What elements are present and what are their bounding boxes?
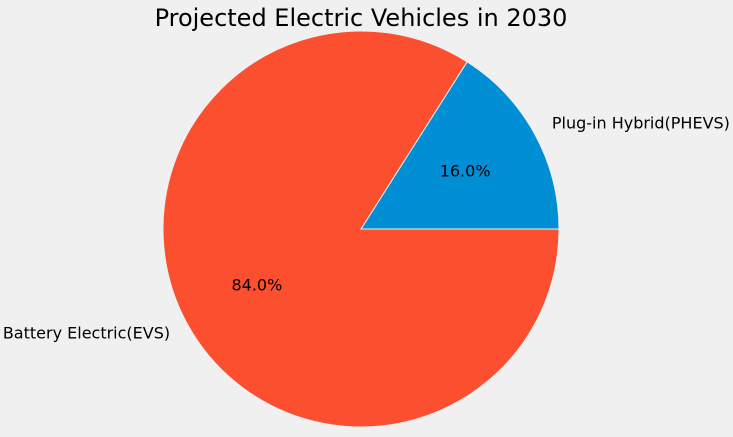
pie-slice-1 bbox=[162, 30, 560, 428]
pie-labels: Plug-in Hybrid(PHEVS) 16.0% Battery Electr… bbox=[3, 114, 730, 343]
chart-title: Projected Electric Vehicles in 2030 bbox=[155, 4, 568, 32]
pie-percent-label-0: 16.0% bbox=[440, 161, 491, 180]
pie-slices bbox=[162, 30, 560, 428]
pie-slice-label-0: Plug-in Hybrid(PHEVS) bbox=[552, 114, 730, 133]
pie-percent-label-1: 84.0% bbox=[231, 276, 282, 295]
pie-slice-0 bbox=[360, 61, 560, 230]
pie-slice-label-1: Battery Electric(EVS) bbox=[3, 323, 170, 342]
